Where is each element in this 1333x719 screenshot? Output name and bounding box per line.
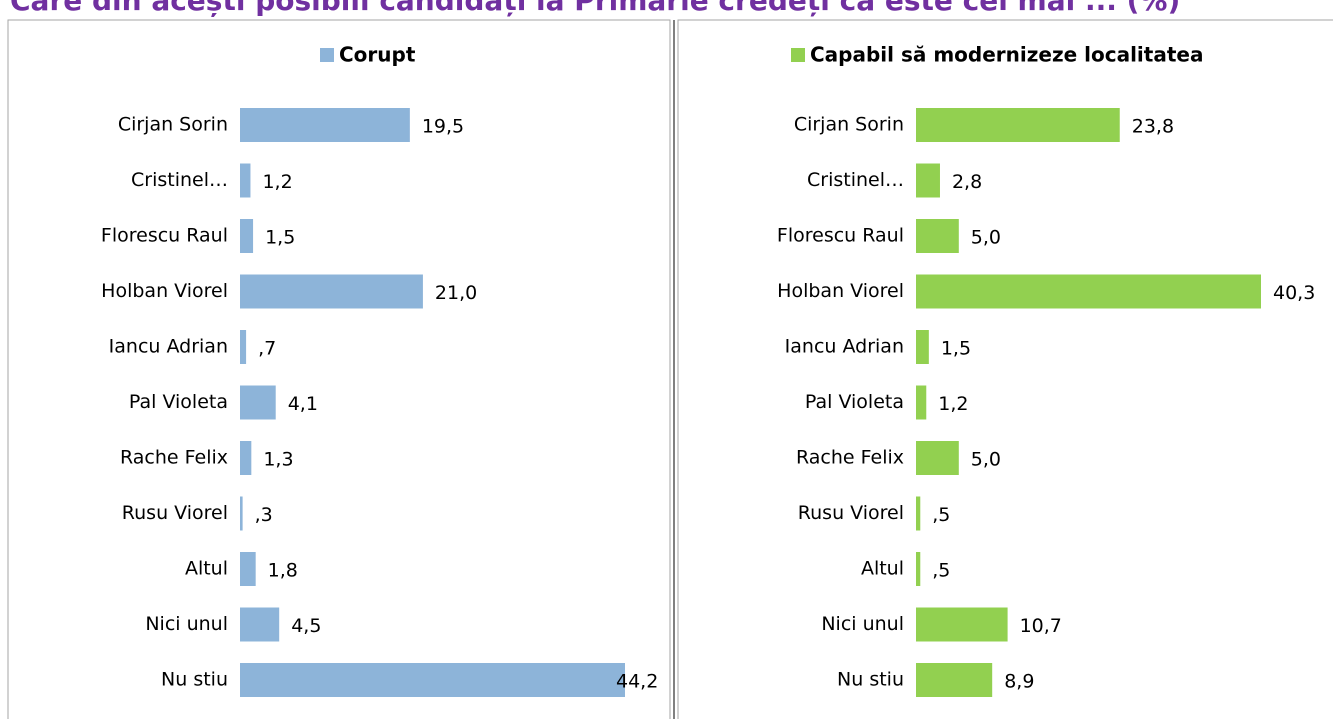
category-label: Rache Felix [796,447,904,469]
bar [240,274,423,309]
category-label: Pal Violeta [805,391,904,413]
bar [240,663,625,697]
legend-label: Corupt [339,43,416,67]
value-label: ,7 [258,338,276,360]
legend-swatch [791,48,805,62]
bar [240,108,410,142]
category-label: Iancu Adrian [109,336,228,358]
value-label: 1,5 [265,227,295,249]
chart-title: Care din acești posibili candidați la Pr… [10,0,1180,17]
category-label: Nici unul [145,613,228,635]
bar [916,274,1261,309]
category-label: Holban Viorel [101,280,228,302]
bar [240,441,252,475]
bar [240,496,243,531]
bar [916,552,921,586]
value-label: 2,8 [952,171,982,193]
category-label: Nici unul [821,613,904,635]
category-label: Cirjan Sorin [118,114,228,136]
value-label: 8,9 [1004,671,1034,693]
bar [916,108,1120,142]
value-label: ,5 [932,560,950,582]
value-label: 23,8 [1132,116,1174,138]
category-label: Nu stiu [161,669,228,691]
value-label: ,5 [932,504,950,526]
value-label: 4,5 [291,615,321,637]
value-label: 4,1 [288,393,318,415]
value-label: 1,5 [941,338,971,360]
bar [916,219,959,253]
value-label: 19,5 [422,116,464,138]
value-label: 21,0 [435,282,477,304]
category-label: Florescu Raul [777,225,904,247]
category-label: Cristinel… [807,169,904,191]
bar [916,330,929,364]
category-label: Iancu Adrian [785,336,904,358]
value-label: 1,2 [938,393,968,415]
value-label: 1,8 [268,560,298,582]
category-label: Rusu Viorel [122,502,228,524]
bar [916,607,1008,642]
value-label: 1,3 [263,449,293,471]
category-label: Rache Felix [120,447,228,469]
category-label: Cirjan Sorin [794,114,904,136]
legend-swatch [320,48,334,62]
category-label: Nu stiu [837,669,904,691]
value-label: ,3 [255,504,273,526]
value-label: 44,2 [616,671,658,693]
bar [240,219,254,253]
bar [240,385,276,420]
bar [240,607,280,642]
bar [240,163,251,198]
bar [916,441,959,475]
category-label: Altul [861,558,904,580]
category-label: Altul [185,558,228,580]
value-label: 5,0 [971,227,1001,249]
bar [916,163,940,198]
category-label: Holban Viorel [777,280,904,302]
bar [916,385,927,420]
value-label: 5,0 [971,449,1001,471]
category-label: Pal Violeta [129,391,228,413]
category-label: Cristinel… [131,169,228,191]
bar [240,330,247,364]
bar [916,663,993,697]
legend-label: Capabil să modernizeze localitatea [810,43,1203,67]
bar [240,552,256,586]
value-label: 1,2 [262,171,292,193]
value-label: 40,3 [1273,282,1315,304]
bar [916,496,921,531]
value-label: 10,7 [1020,615,1062,637]
category-label: Florescu Raul [101,225,228,247]
category-label: Rusu Viorel [798,502,904,524]
